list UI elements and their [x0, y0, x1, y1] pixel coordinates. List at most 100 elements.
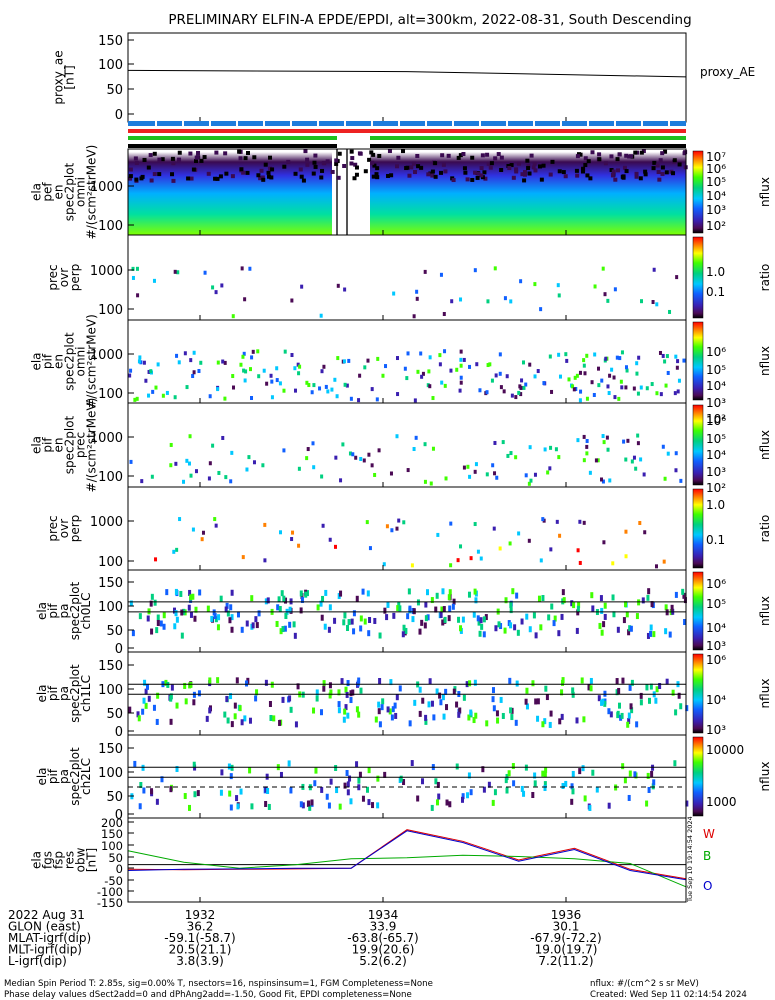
colorbar: [692, 150, 704, 234]
colorbar: [692, 736, 704, 817]
spectrogram-pixel: [413, 398, 417, 403]
y-axis-label: pef: [41, 182, 55, 202]
spectrogram-pixel: [325, 159, 330, 164]
colorbar: [692, 404, 704, 486]
spectrogram-pixel: [444, 476, 448, 481]
spectrogram-pixel: [544, 685, 548, 692]
spectrogram-pixel: [269, 373, 273, 378]
spectrogram-pixel: [531, 165, 536, 170]
spectrogram-pixel: [174, 588, 178, 595]
spectrogram-pixel: [157, 172, 162, 177]
colorbar-tick-label: 10³: [706, 203, 726, 217]
spectrogram-pixel: [185, 385, 189, 390]
spectrogram-pixel: [515, 680, 519, 687]
spectrogram-pixel: [268, 155, 273, 160]
orbit-table: 2022 Aug 31 1932 1934 1936 GLON (east) 36.2 33…: [8, 908, 602, 968]
spectrogram-pixel: [310, 390, 314, 395]
orbit-row-value: 1936: [551, 908, 582, 922]
spectrogram-pixel: [521, 360, 525, 365]
spectrogram-pixel: [441, 162, 446, 167]
spectrogram-pixel: [617, 152, 622, 157]
spectrogram-pixel: [265, 381, 269, 386]
spectrogram-pixel: [349, 690, 353, 697]
spectrogram-pixel: [610, 367, 614, 372]
spectrogram-pixel: [601, 266, 605, 271]
spectrogram-pixel: [250, 803, 254, 810]
spectrogram-pixel: [517, 531, 521, 536]
spectrogram-pixel: [622, 439, 626, 444]
spectrogram-pixel: [576, 438, 580, 443]
spectrogram-pixel: [267, 174, 272, 179]
spectrogram-pixel: [594, 458, 598, 463]
spectrogram-pixel: [228, 790, 232, 797]
spectrogram-pixel: [437, 793, 441, 800]
spectrogram-pixel: [329, 778, 333, 785]
spectrogram-pixel: [633, 150, 638, 155]
spectrogram-pixel: [336, 356, 340, 361]
spectrogram-pixel: [588, 470, 592, 475]
y-tick-label: 150: [98, 576, 123, 591]
panel-ela_pif_en_spec2plot_omni: 1000 100 elapifenspec2plotomni#/(scm²strMe…: [30, 314, 773, 426]
spectrogram-pixel: [666, 370, 670, 375]
spectrogram-pixel: [165, 589, 169, 596]
spectrogram-pixel: [223, 711, 227, 718]
spectrogram-pixel: [601, 434, 605, 439]
spectrogram-pixel: [613, 177, 618, 182]
spectrogram-pixel: [152, 172, 157, 177]
spectrogram-pixel: [314, 767, 318, 774]
spectrogram-pixel: [459, 544, 463, 549]
spin-bar-gap: [182, 121, 184, 126]
spectrogram-pixel: [291, 530, 295, 535]
spectrogram-pixel: [287, 760, 291, 767]
y-axis-label: spec2plot: [68, 581, 82, 640]
spectrogram-pixel: [142, 157, 147, 162]
spectrogram-pixel: [606, 384, 610, 389]
spectrogram-pixel: [492, 526, 496, 531]
panel-frame: [127, 234, 687, 321]
orbit-row-value: 36.2: [187, 920, 214, 934]
spectrogram-pixel: [649, 683, 653, 690]
spectrogram-pixel: [183, 682, 187, 689]
spectrogram-pixel: [401, 149, 406, 154]
spectrogram-pixel: [639, 385, 643, 390]
spectrogram-pixel: [330, 387, 334, 392]
spectrogram-pixel: [564, 352, 568, 357]
spectrogram-pixel: [176, 270, 180, 275]
spectrogram-pixel: [458, 153, 463, 158]
spectrogram-pixel: [151, 389, 155, 394]
colorbar-label: nflux: [758, 596, 772, 626]
y-tick-label: 100: [98, 303, 123, 318]
spectrogram-pixel: [171, 161, 176, 166]
spectrogram-pixel: [527, 538, 531, 543]
spectrogram-pixel: [265, 773, 269, 780]
spectrogram-pixel: [320, 168, 325, 173]
spectrogram-pixel: [639, 699, 643, 706]
orbit-row-value: 7.2(11.2): [538, 954, 593, 968]
spectrogram-pixel: [461, 616, 465, 623]
spectrogram-pixel: [582, 458, 586, 463]
spectrogram-pixel: [370, 387, 374, 392]
spectrogram-pixel: [439, 272, 443, 277]
spectrogram-pixel: [662, 559, 666, 564]
spectrogram-pixel: [340, 678, 344, 685]
spectrogram-pixel: [478, 388, 482, 393]
spectrogram-pixel: [541, 163, 546, 168]
spectrogram-pixel: [613, 395, 617, 400]
spectrogram-pixel: [214, 290, 218, 295]
spectrogram-pixel: [355, 595, 359, 602]
spectrogram-pixel: [284, 597, 288, 604]
spectrogram-pixel: [396, 605, 400, 612]
spectrogram-pixel: [636, 433, 640, 438]
spectrogram-pixel: [602, 540, 606, 545]
y-tick-label: 1000: [90, 515, 123, 530]
spectrogram-pixel: [134, 177, 139, 182]
spectrogram-pixel: [582, 434, 586, 439]
spectrogram-pixel: [173, 269, 177, 274]
y-tick-label: 1000: [90, 431, 123, 446]
spectrogram-pixel: [482, 616, 486, 623]
spectrogram-pixel: [510, 393, 514, 398]
spectrogram-pixel: [609, 154, 614, 159]
spectrogram-pixel: [337, 701, 341, 708]
spectrogram-pixel: [683, 597, 687, 604]
